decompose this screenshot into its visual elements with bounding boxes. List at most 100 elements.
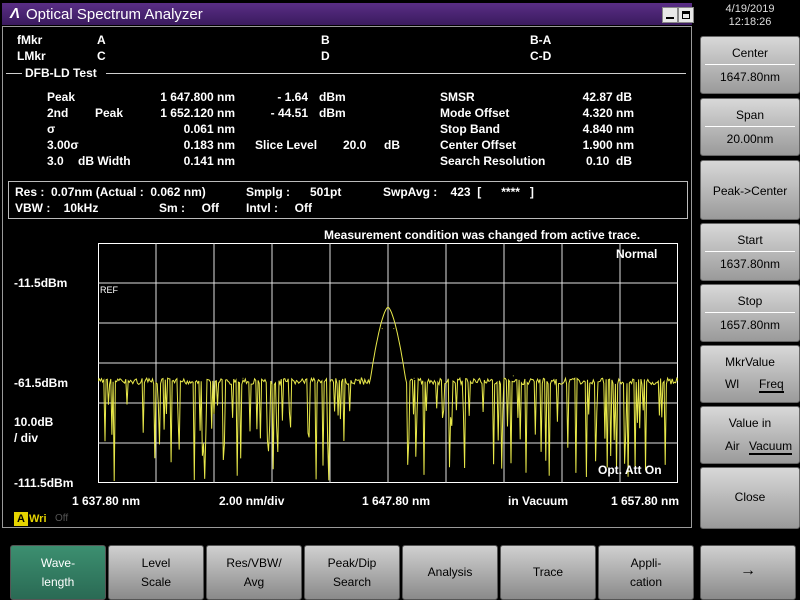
width-value: 0.141 nm [183, 154, 235, 168]
peak-dip-search-function-key[interactable]: Peak/Dip Search [304, 545, 400, 600]
x-div-label: 2.00 nm/div [219, 494, 285, 508]
level-scale-key-line2: Scale [140, 575, 172, 589]
close-softkey-label: Close [734, 490, 766, 504]
marker-value-softkey[interactable]: MkrValue Wl Freq [700, 345, 800, 403]
analyzer-window [0, 0, 694, 530]
trace-point [381, 328, 383, 330]
center-softkey[interactable]: Center 1647.80nm [700, 36, 800, 94]
center-offset-value: 1.900 nm [582, 138, 634, 152]
stop-softkey-divider [705, 312, 795, 313]
y-mid-label: -61.5dBm [14, 376, 69, 390]
analysis-function-key[interactable]: Analysis [402, 545, 498, 600]
wavelength-key-line2: length [41, 575, 75, 589]
application-key-line1: Appli- [630, 556, 662, 570]
mode-offset-label: Mode Offset [440, 106, 510, 120]
span-softkey-label: Span [735, 108, 765, 122]
center-softkey-divider [705, 64, 795, 65]
measurement-settings-box [8, 181, 688, 219]
lmkr-label: LMkr [17, 49, 46, 63]
trace-point [361, 377, 363, 379]
start-softkey[interactable]: Start 1637.80nm [700, 223, 800, 281]
marker-a-label: A [97, 33, 106, 47]
x-medium-label: in Vacuum [508, 494, 569, 508]
second-peak-label: Peak [95, 106, 124, 120]
x-start-label: 1 637.80 nm [72, 494, 141, 508]
marker-value-freq-option[interactable]: Freq [759, 377, 784, 393]
mode-offset-value: 4.320 nm [582, 106, 634, 120]
res-vbw-key-line2: Avg [243, 575, 265, 589]
fmkr-label: fMkr [17, 33, 43, 47]
stop-band-label: Stop Band [440, 122, 500, 136]
second-label: 2nd [47, 106, 69, 120]
peak-dip-key-line1: Peak/Dip [327, 556, 377, 570]
start-softkey-divider [705, 251, 795, 252]
marker-b-label: B [321, 33, 330, 47]
attenuator-label: Opt. Att On [598, 463, 662, 477]
trace-point [402, 358, 403, 360]
spectrum-plot [98, 243, 678, 483]
res-vbw-avg-function-key[interactable]: Res/VBW/ Avg [206, 545, 302, 600]
smsr-label: SMSR [440, 90, 475, 104]
value-in-label: Value in [728, 416, 772, 430]
level-scale-key-line1: Level [141, 556, 171, 570]
peak-to-center-softkey[interactable]: Peak->Center [700, 160, 800, 220]
sampling-info: Smplg : 501pt [246, 185, 342, 199]
second-peak-level: - 44.51 [270, 106, 308, 120]
x-center-label: 1 647.80 nm [362, 494, 431, 508]
trace-point [512, 375, 514, 377]
window-title: Optical Spectrum Analyzer [26, 6, 203, 23]
maximize-icon[interactable] [678, 7, 694, 23]
slice-level-label: Slice Level [255, 138, 318, 152]
center-softkey-value: 1647.80nm [719, 70, 781, 84]
width-label: dB Width [78, 154, 131, 168]
close-softkey[interactable]: Close [700, 467, 800, 529]
stop-softkey-value: 1657.80nm [719, 318, 781, 332]
marker-value-label: MkrValue [725, 355, 775, 369]
search-resolution-value: 0.10 dB [585, 154, 632, 168]
trace-point [373, 358, 374, 360]
marker-value-wl-option[interactable]: Wl [725, 377, 739, 391]
minimize-icon[interactable] [662, 7, 678, 23]
trace-function-key[interactable]: Trace [500, 545, 596, 600]
center-offset-label: Center Offset [440, 138, 517, 152]
value-in-air-option[interactable]: Air [725, 439, 740, 453]
trace-mode-label: Normal [616, 247, 658, 261]
span-softkey-divider [705, 126, 795, 127]
span-softkey[interactable]: Span 20.00nm [700, 98, 800, 156]
clock: 4/19/2019 12:18:26 [700, 3, 800, 29]
next-page-function-key[interactable]: → [700, 545, 796, 600]
peak-wavelength: 1 647.800 nm [160, 90, 235, 104]
next-arrow-icon: → [740, 562, 756, 579]
x-stop-label: 1 657.80 nm [611, 494, 680, 508]
stop-softkey[interactable]: Stop 1657.80nm [700, 284, 800, 342]
trace-key-label: Trace [532, 565, 564, 579]
trace-point [98, 377, 99, 379]
section-rule-left [6, 73, 22, 74]
value-in-softkey[interactable]: Value in Air Vacuum [700, 406, 800, 464]
slice-level-unit: dB [384, 138, 400, 152]
condition-notice: Measurement condition was changed from a… [324, 228, 641, 242]
peak-level: - 1.64 [277, 90, 308, 104]
span-softkey-value: 20.00nm [726, 132, 774, 146]
width-db-label: 3.0 [47, 154, 64, 168]
peak-label: Peak [47, 90, 76, 104]
level-scale-function-key[interactable]: Level Scale [108, 545, 204, 600]
clock-date: 4/19/2019 [725, 3, 775, 15]
trace-point [387, 306, 389, 308]
trace-point [677, 377, 678, 379]
center-softkey-label: Center [731, 46, 769, 60]
sigma3-label: 3.00σ [47, 138, 79, 152]
start-softkey-value: 1637.80nm [719, 257, 781, 271]
application-function-key[interactable]: Appli- cation [598, 545, 694, 600]
ref-label: REF [100, 285, 118, 295]
start-softkey-label: Start [737, 233, 763, 247]
analysis-key-label: Analysis [427, 565, 473, 579]
value-in-vacuum-option[interactable]: Vacuum [749, 439, 793, 455]
sigma-value: 0.061 nm [183, 122, 235, 136]
wavelength-function-key[interactable]: Wave- length [10, 545, 106, 600]
sigma3-value: 0.183 nm [183, 138, 235, 152]
search-resolution-label: Search Resolution [440, 154, 546, 168]
peak-unit: dBm [319, 90, 346, 104]
vbw-info: VBW : 10kHz [15, 201, 99, 215]
stop-band-value: 4.840 nm [582, 122, 634, 136]
